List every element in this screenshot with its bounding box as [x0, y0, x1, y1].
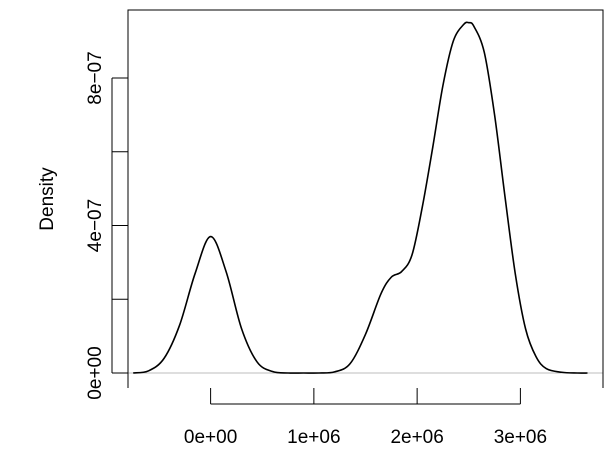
x-tick-label: 0e+00: [184, 427, 237, 448]
density-line: [133, 21, 588, 374]
plot-area: [127, 9, 604, 388]
plot-frame: [127, 9, 604, 388]
y-axis-title: Density: [37, 167, 58, 231]
x-tick-label: 2e+06: [390, 427, 443, 448]
y-tick-label: 4e−07: [85, 199, 106, 252]
x-tick-label: 1e+06: [287, 427, 340, 448]
x-axis: 0e+00 1e+06 2e+06 3e+06: [184, 388, 547, 448]
y-tick-label: 8e−07: [85, 51, 106, 104]
x-tick-label: 3e+06: [494, 427, 547, 448]
y-tick-label: 0e+00: [85, 346, 106, 399]
y-axis: 0e+00 4e−07 8e−07: [85, 51, 128, 400]
